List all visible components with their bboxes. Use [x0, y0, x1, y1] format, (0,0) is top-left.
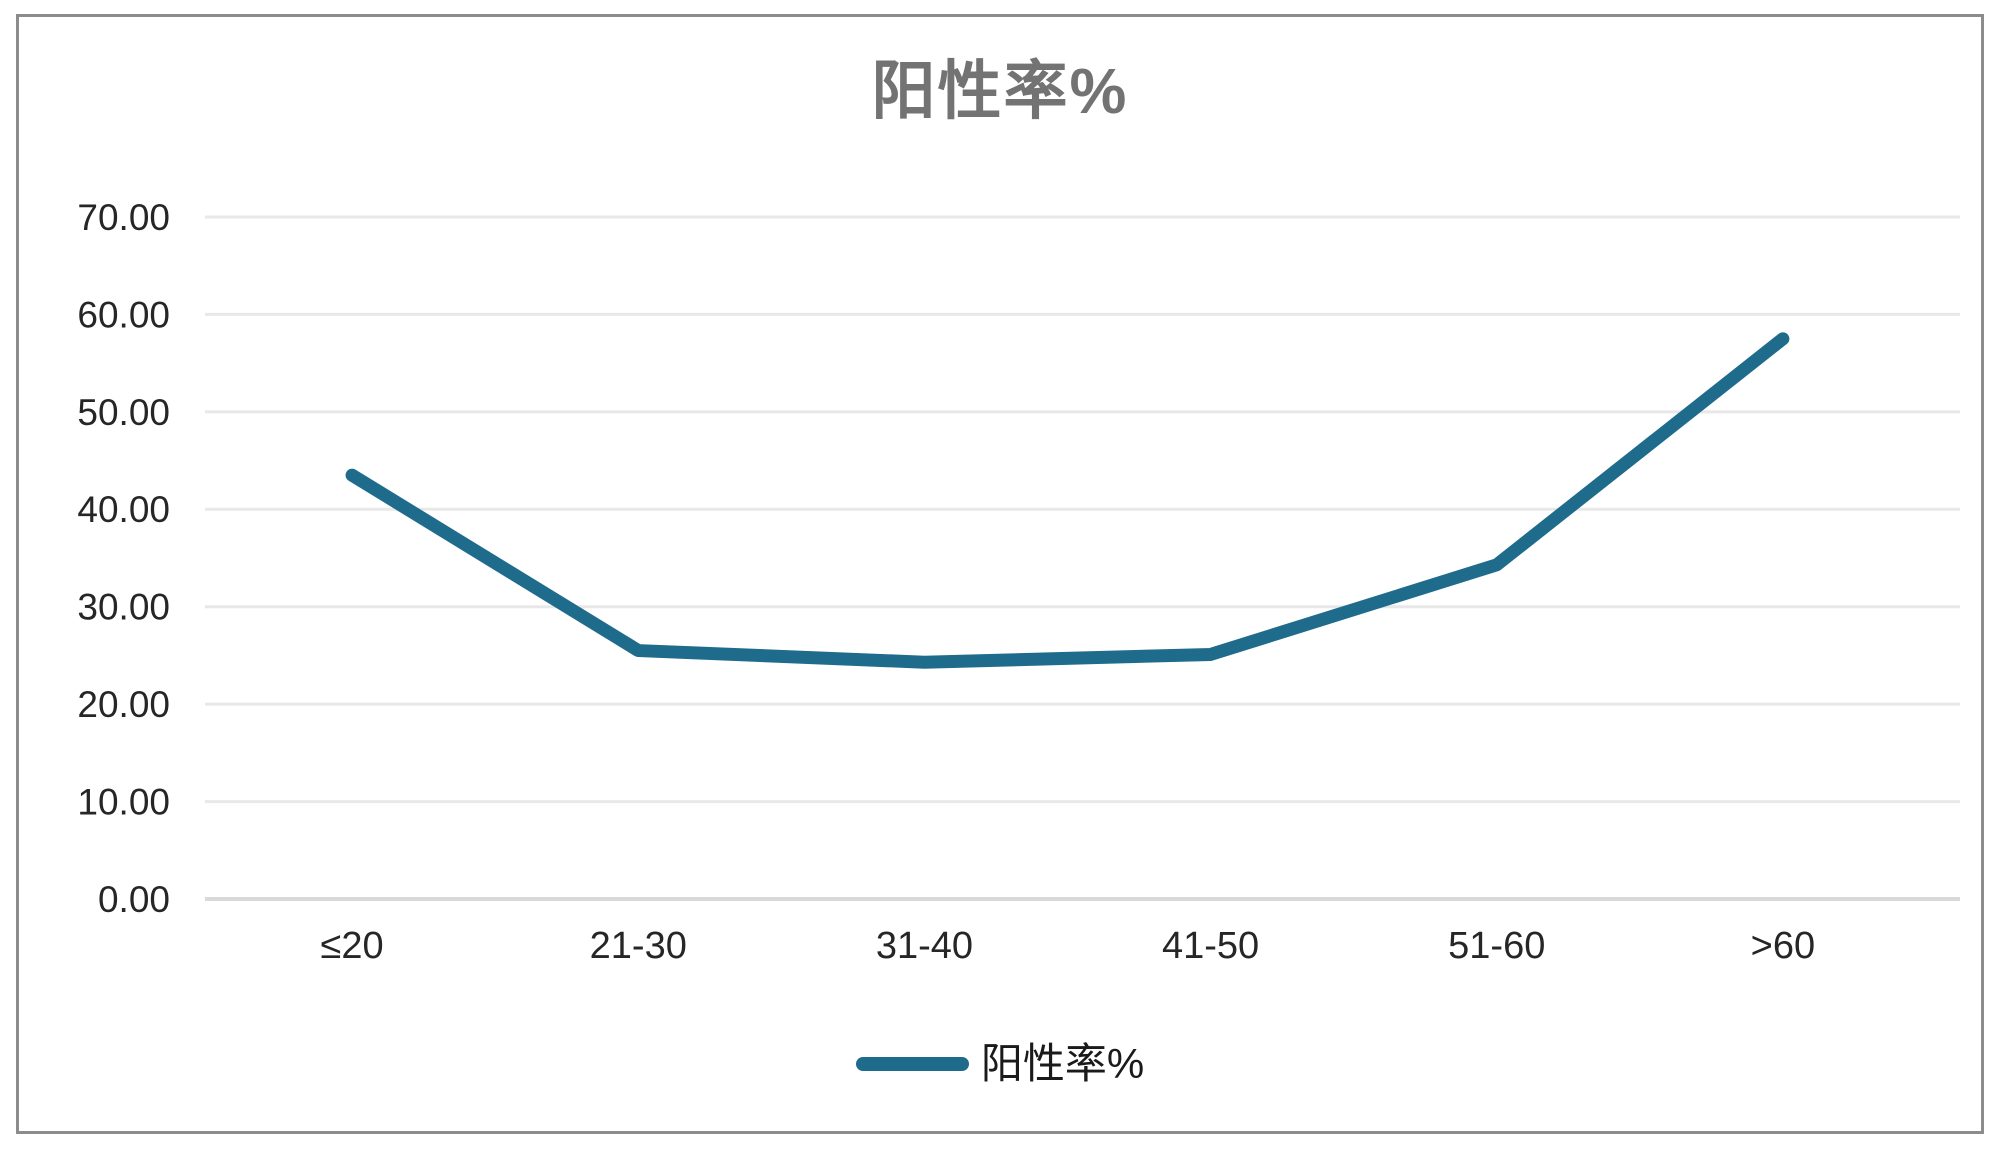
- legend-series-label: 阳性率%: [980, 1040, 1145, 1087]
- legend: 阳性率%: [0, 1036, 2000, 1092]
- x-axis-category-label: 31-40: [876, 925, 973, 967]
- y-axis-tick-label: 0.00: [98, 879, 170, 920]
- y-axis-tick-labels: 0.00 10.00 20.00 30.00 40.00 50.00 60.00 70.00: [77, 197, 170, 920]
- chart-outer-frame: [16, 14, 1984, 1134]
- chart-title: 阳性率%: [871, 55, 1129, 127]
- x-axis-category-label: 51-60: [1448, 925, 1545, 967]
- x-axis-category-label: >60: [1751, 925, 1815, 967]
- y-axis-tick-label: 50.00: [77, 392, 170, 433]
- y-axis-tick-label: 10.00: [77, 782, 170, 823]
- y-axis-tick-label: 60.00: [77, 294, 170, 335]
- x-axis-category-labels: ≤20 21-30 31-40 41-50 51-60 >60: [321, 925, 1816, 967]
- x-axis-category-label: ≤20: [321, 925, 384, 967]
- x-axis-category-label: 21-30: [590, 925, 687, 967]
- y-axis-tick-label: 70.00: [77, 197, 170, 238]
- x-axis-category-label: 41-50: [1162, 925, 1259, 967]
- y-axis-tick-label: 20.00: [77, 684, 170, 725]
- y-axis-tick-label: 40.00: [77, 489, 170, 530]
- y-axis-tick-label: 30.00: [77, 587, 170, 628]
- series-line: [345, 332, 1790, 669]
- gridlines-group: [205, 215, 1960, 901]
- series-lines-group: [345, 332, 1790, 669]
- legend-line-swatch-icon: [855, 1057, 969, 1071]
